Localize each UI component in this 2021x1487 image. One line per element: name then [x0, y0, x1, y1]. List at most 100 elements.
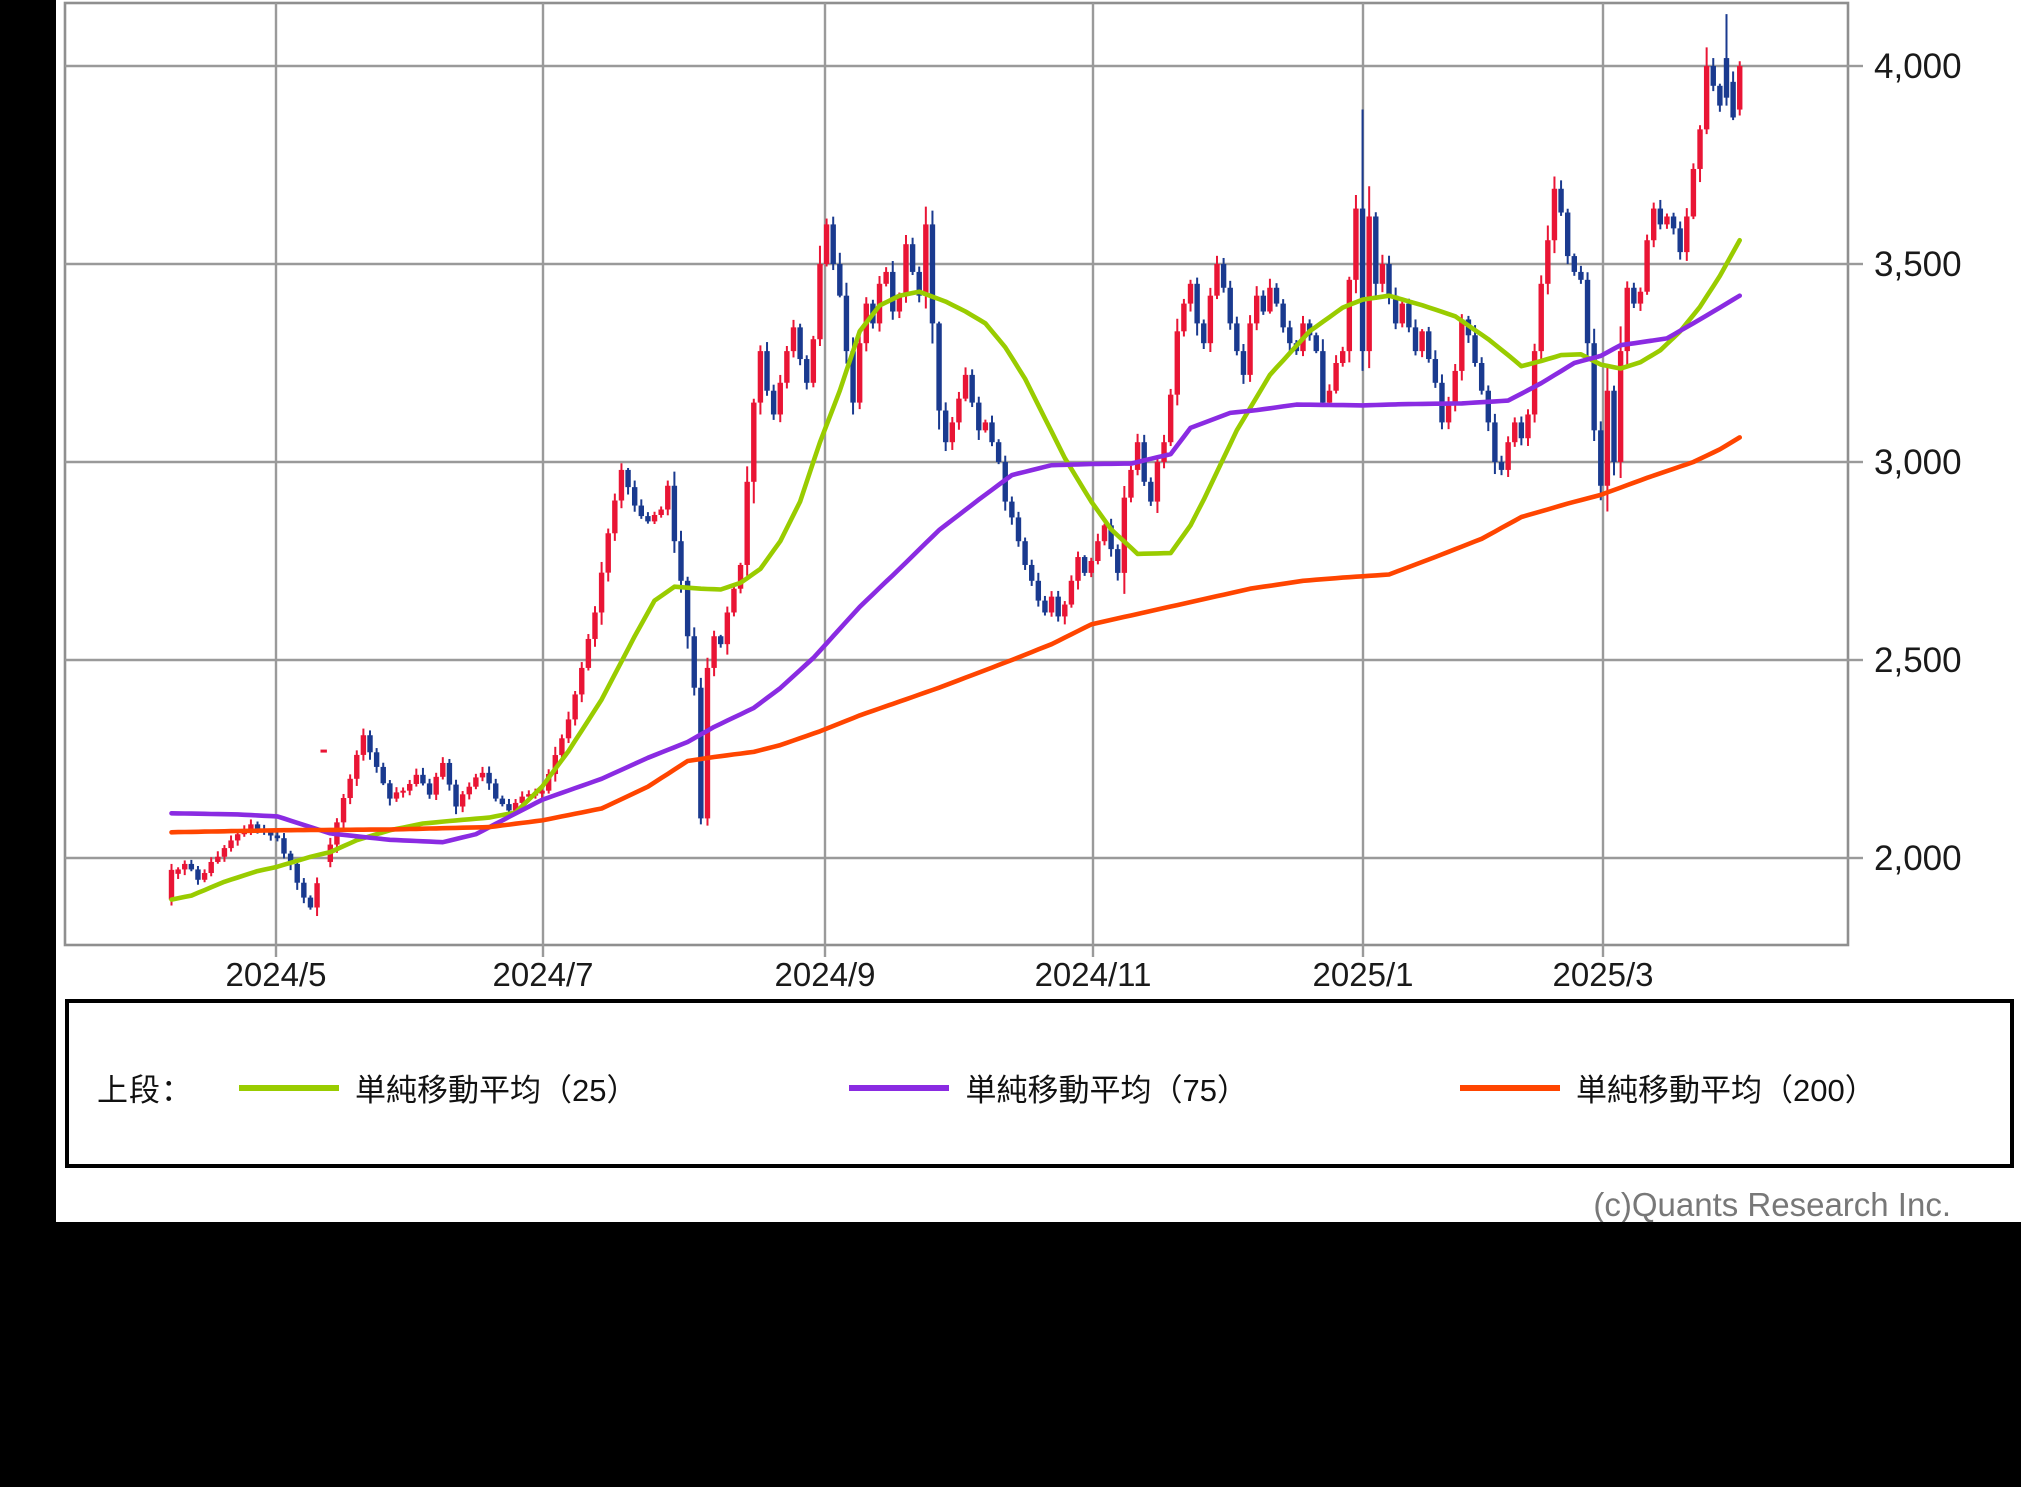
candle-body [1617, 351, 1624, 462]
candle-body [168, 869, 175, 900]
legend-item-sma200: 単純移動平均（200） [1459, 1065, 1876, 1110]
candle-body [1426, 331, 1432, 360]
candle-body [1399, 303, 1405, 324]
legend-item-label: 単純移動平均（75） [965, 1073, 1248, 1108]
candle-body [1154, 462, 1161, 502]
candle-body [1564, 212, 1571, 257]
candle-body [1730, 81, 1736, 118]
candle-body [1048, 596, 1055, 613]
candle-body [453, 784, 459, 807]
legend-item-label: 単純移動平均（200） [1575, 1073, 1876, 1108]
candle-body [1677, 228, 1683, 253]
candle-body [638, 505, 645, 517]
candle-body [1703, 66, 1710, 130]
candle-body [393, 792, 400, 799]
candle-body [665, 485, 671, 510]
candle-body [446, 762, 453, 785]
candle-body [1320, 351, 1326, 403]
candle-body [770, 390, 777, 415]
candle-body [843, 295, 850, 352]
candle-body [400, 790, 406, 793]
candle-body [1472, 335, 1478, 363]
candle-body [1584, 279, 1591, 344]
candle-body [1055, 596, 1061, 617]
candle-body [301, 882, 307, 898]
candle-body [784, 351, 790, 383]
candle-body [962, 374, 969, 399]
candle-body [175, 869, 181, 874]
candle-body [254, 824, 261, 830]
candle-body [1273, 287, 1280, 304]
candle-body [1115, 549, 1121, 573]
candle-body [380, 766, 386, 784]
candle-body [1081, 557, 1088, 573]
candle-body [711, 636, 717, 668]
candle-body [1657, 208, 1664, 225]
candle-body [903, 244, 909, 296]
candle-body [440, 762, 446, 777]
sma200-line [169, 435, 1742, 835]
candle-body [1009, 501, 1015, 518]
candle-body [592, 612, 598, 639]
bottom-black-band [0, 1222, 2021, 1487]
candle-body [1346, 279, 1353, 352]
candle-dash [320, 749, 327, 753]
candle-body [1167, 394, 1174, 443]
candle-body [526, 794, 532, 797]
candle-body [248, 824, 254, 830]
candle-body [718, 636, 724, 645]
candle-body [340, 798, 347, 823]
candle-body [1366, 216, 1372, 352]
candle-body [1068, 580, 1075, 605]
candle-body [1492, 422, 1498, 462]
candle-body [1525, 414, 1531, 439]
candle-body [215, 856, 221, 862]
candle-body [731, 588, 737, 613]
candle-body [307, 897, 314, 908]
candle-body [188, 863, 195, 870]
candle-body [559, 738, 565, 756]
candle-body [1670, 216, 1677, 229]
x-tick-label: 2025/3 [1553, 956, 1654, 993]
candle-body [1029, 564, 1035, 581]
candle-body [1194, 283, 1200, 324]
candle-body [1359, 208, 1366, 352]
candle-body [757, 351, 764, 403]
legend-item-sma25: 単純移動平均（25） [239, 1065, 637, 1110]
candle-body [691, 636, 697, 688]
legend-row: 上段： 単純移動平均（25） 単純移動平均（75） 単純移動平均（200） [97, 1065, 2010, 1110]
candle-body [856, 343, 863, 403]
candle-body [407, 783, 413, 791]
candle-body [658, 509, 664, 515]
sma75-line [169, 293, 1742, 845]
candle-body [916, 271, 922, 296]
candle-body [1637, 291, 1644, 304]
candle-body [1644, 240, 1650, 292]
candle-body [1485, 390, 1491, 423]
candle-body [1161, 442, 1167, 462]
x-tick-label: 2024/5 [226, 956, 327, 993]
candle-body [1406, 303, 1412, 328]
legend-prefix: 上段： [97, 1073, 193, 1108]
candle-body [1498, 462, 1505, 470]
candle-body [1545, 240, 1551, 284]
candle-body [1220, 264, 1227, 288]
candle-body [486, 772, 492, 784]
candle-body [929, 224, 936, 324]
candle-body [1015, 517, 1022, 542]
candle-body [354, 754, 360, 779]
candle-body [413, 774, 420, 784]
candle-body [1723, 58, 1730, 98]
candle-body [1095, 541, 1101, 561]
candle-body [420, 774, 426, 784]
candle-body [1651, 208, 1657, 241]
x-tick-label: 2025/1 [1313, 956, 1414, 993]
candle-body [512, 802, 519, 811]
sma25-line-swatch [239, 1084, 339, 1091]
candle-body [1340, 351, 1346, 363]
candle-body [373, 752, 380, 767]
candle-body [671, 485, 678, 542]
candle-body [1234, 323, 1240, 352]
candle-body [625, 469, 631, 488]
